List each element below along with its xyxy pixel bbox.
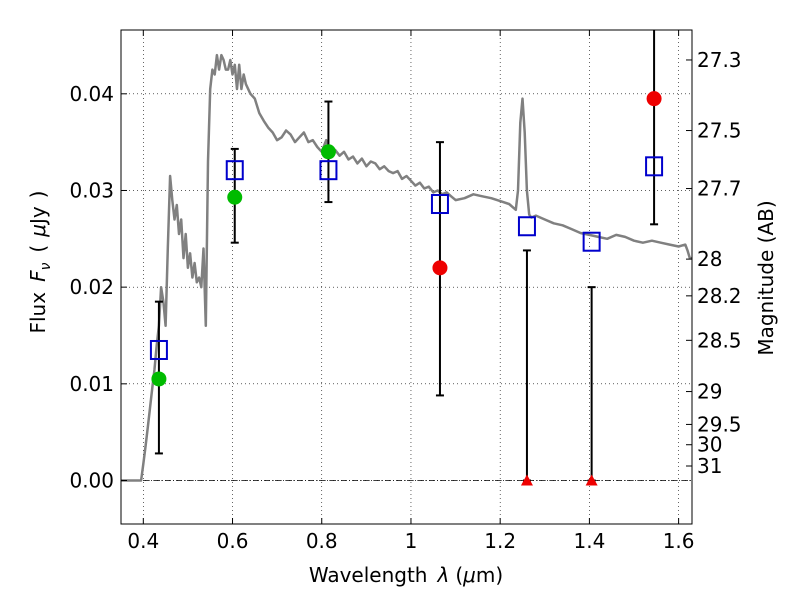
y-tick-labels: 0.00 0.01 0.02 0.03 0.04	[69, 82, 114, 493]
x-axis-title-unit-rest: m)	[476, 563, 503, 587]
x-axis-title-unit-open: (	[455, 563, 463, 587]
model-photometry-square	[319, 160, 338, 181]
ticks	[121, 30, 692, 524]
x-axis-title-symbol: λ	[436, 563, 449, 587]
x-axis-title-text: Wavelength	[309, 563, 428, 587]
x-tick-label: 1.4	[573, 529, 605, 553]
green-data-point	[227, 189, 243, 205]
x-tick-label: 0.6	[217, 529, 249, 553]
magnitude-tick-label: 28.2	[697, 284, 742, 308]
model-photometry-layer	[149, 156, 664, 360]
magnitude-tick-label: 27.5	[697, 119, 742, 143]
x-tick-label: 1.6	[663, 529, 695, 553]
y-axis-title-text: Flux	[26, 292, 50, 334]
y-axis-title-unit-mu: μ	[26, 224, 50, 238]
model-photometry-square	[225, 160, 244, 181]
observed-photometry-layer	[151, 91, 662, 486]
y2-axis-title: Magnitude (AB)	[754, 200, 778, 355]
y-axis-title: Flux Fν ( μJy)	[26, 190, 54, 333]
model-photometry-square	[582, 231, 601, 252]
model-sed-layer	[121, 53, 692, 482]
red-data-point	[646, 91, 662, 107]
x-tick-label: 1	[405, 529, 418, 553]
x-axis-title-unit-mu: μ	[462, 563, 476, 587]
green-data-point	[320, 144, 336, 160]
magnitude-tick-label: 29.5	[697, 412, 742, 436]
magnitude-tick-label: 27.3	[697, 48, 742, 72]
y-tick-label: 0.02	[69, 275, 114, 299]
y-tick-label: 0.03	[69, 178, 114, 202]
y-axis-title-symbol: F	[26, 270, 50, 282]
magnitude-tick-label: 30	[697, 433, 722, 457]
x-tick-labels: 0.4 0.6 0.8 1 1.2 1.4 1.6	[127, 529, 694, 553]
red-upper-limit-triangle	[585, 474, 598, 486]
magnitude-tick-label: 28	[697, 247, 722, 271]
magnitude-tick-label: 28.5	[697, 328, 742, 352]
magnitude-tick-label: 31	[697, 454, 722, 478]
model-photometry-square	[430, 194, 449, 215]
red-upper-limit-triangle	[520, 474, 533, 486]
y-tick-label: 0.04	[69, 82, 114, 106]
x-tick-label: 0.8	[306, 529, 338, 553]
model-photometry-square	[517, 216, 536, 237]
y-axis-title-unit-rest: Jy	[26, 206, 50, 226]
model-photometry-square	[645, 156, 664, 177]
green-data-point	[151, 371, 167, 387]
magnitude-tick-label: 27.7	[697, 177, 742, 201]
plot-frame	[120, 29, 693, 525]
y-axis-title-unit-close: )	[26, 190, 50, 198]
x-axis-title: Wavelength λ (μm)	[309, 563, 503, 587]
y-tick-label: 0.00	[69, 468, 114, 492]
y-axis-title-subscript: ν	[38, 262, 54, 270]
x-tick-label: 0.4	[127, 529, 159, 553]
magnitude-tick-label: 29	[697, 380, 722, 404]
x-tick-label: 1.2	[484, 529, 516, 553]
model-photometry-square	[149, 339, 168, 360]
red-data-point	[432, 260, 448, 276]
y-axis-title-unit-open: (	[26, 245, 50, 253]
errorbar-layer	[154, 30, 659, 482]
y-tick-label: 0.01	[69, 372, 114, 396]
model-sed-line	[121, 53, 692, 482]
